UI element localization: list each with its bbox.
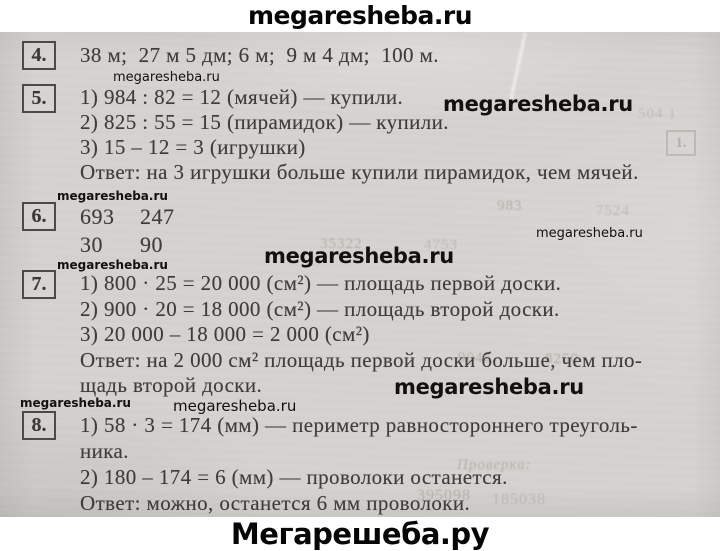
problem-8-number: 8.: [22, 411, 56, 440]
problem-5: 5. 1) 984 : 82 = 12 (мячей) — купили. 2)…: [22, 84, 639, 185]
solution-line: 2) 825 : 55 = 15 (пирамидок) — купили.: [80, 110, 449, 134]
problem-5-solution: 1) 984 : 82 = 12 (мячей) — купили. 2) 82…: [80, 84, 639, 185]
site-footer-title: Мегарешеба.ру: [230, 517, 490, 551]
problem-6: 6. 693 247 30 90: [22, 202, 200, 259]
solution-answer-line: Ответ: на 3 игрушки больше купили пирами…: [80, 160, 639, 184]
bleed-artifact: 35322: [320, 236, 363, 252]
watermark: megaresheba.ru: [20, 396, 131, 410]
watermark: megaresheba.ru: [536, 226, 643, 241]
number-row: 30 90: [80, 231, 200, 259]
problem-6-number: 6.: [22, 202, 56, 231]
solution-line: 3) 15 – 12 = 3 (игрушки): [80, 135, 306, 159]
problem-4-number: 4.: [22, 41, 56, 70]
watermark: megaresheba.ru: [394, 375, 584, 399]
problem-6-solution: 693 247 30 90: [80, 202, 200, 259]
bleed-artifact: Проверка:: [457, 457, 532, 473]
problem-7-number: 7.: [22, 270, 56, 299]
site-footer: Мегарешеба.ру: [0, 517, 720, 551]
solution-line: 38 м; 27 м 5 дм; 6 м; 9 м 4 дм; 100 м.: [80, 43, 439, 67]
watermark: megaresheba.ru: [57, 258, 168, 272]
bleed-artifact: 504 1: [638, 106, 677, 122]
solution-answer-line: Ответ: на 2 000 см² площадь первой доски…: [80, 347, 643, 372]
bleed-artifact-box: 1.: [666, 130, 696, 156]
bleed-artifact: 9046: [458, 350, 492, 366]
bleed-artifact: 7524: [596, 203, 630, 219]
site-header-title: megaresheba.ru: [247, 1, 473, 30]
solution-line: 2) 180 – 174 = 6 (мм) — проволоки остане…: [80, 465, 508, 489]
watermark: megaresheba.ru: [173, 397, 297, 415]
problem-8: 8. 1) 58 · 3 = 174 (мм) — периметр равно…: [22, 411, 638, 516]
number-cell: 247: [140, 204, 175, 229]
watermark: megaresheba.ru: [57, 189, 168, 203]
number-cell: 90: [140, 232, 163, 257]
problem-4-solution: 38 м; 27 м 5 дм; 6 м; 9 м 4 дм; 100 м.: [80, 41, 439, 68]
problem-7-solution: 1) 800 · 25 = 20 000 (см²) — площадь пер…: [80, 270, 642, 399]
solution-line: 2) 900 · 20 = 18 000 (см²) — площадь вто…: [80, 296, 560, 321]
bleed-artifact: 8250: [545, 351, 579, 367]
solution-line: ника.: [80, 439, 129, 463]
problem-7: 7. 1) 800 · 25 = 20 000 (см²) — площадь …: [22, 270, 642, 399]
site-header: megaresheba.ru: [0, 0, 720, 32]
number-row: 693 247: [80, 203, 200, 231]
problem-5-number: 5.: [22, 84, 56, 113]
watermark: megaresheba.ru: [264, 244, 454, 268]
bleed-artifact: 185038: [492, 491, 546, 508]
problem-4: 4. 38 м; 27 м 5 дм; 6 м; 9 м 4 дм; 100 м…: [22, 41, 439, 70]
bleed-artifact: 983: [497, 198, 523, 214]
problem-8-solution: 1) 58 · 3 = 174 (мм) — периметр равносто…: [80, 411, 638, 516]
solution-answer-line: щадь второй доски.: [80, 373, 263, 397]
solution-line: 3) 20 000 – 18 000 = 2 000 (см²): [80, 322, 370, 346]
solution-answer-line: Ответ: можно, останется 6 мм проволоки.: [80, 491, 471, 515]
solution-line: 1) 58 · 3 = 174 (мм) — периметр равносто…: [80, 413, 638, 437]
watermark: megaresheba.ru: [113, 70, 220, 85]
solution-line: 1) 800 · 25 = 20 000 (см²) — площадь пер…: [80, 271, 562, 295]
scanned-textbook-page: 983 7524 35322 4753 9046 8250 504 1 1. П…: [0, 32, 720, 517]
number-cell: 693: [80, 204, 115, 229]
watermark: megaresheba.ru: [443, 92, 633, 116]
number-cell: 30: [80, 232, 103, 257]
solution-line: 1) 984 : 82 = 12 (мячей) — купили.: [80, 85, 404, 109]
bleed-artifact: 395098: [417, 487, 471, 504]
bleed-artifact: 4753: [424, 237, 458, 253]
